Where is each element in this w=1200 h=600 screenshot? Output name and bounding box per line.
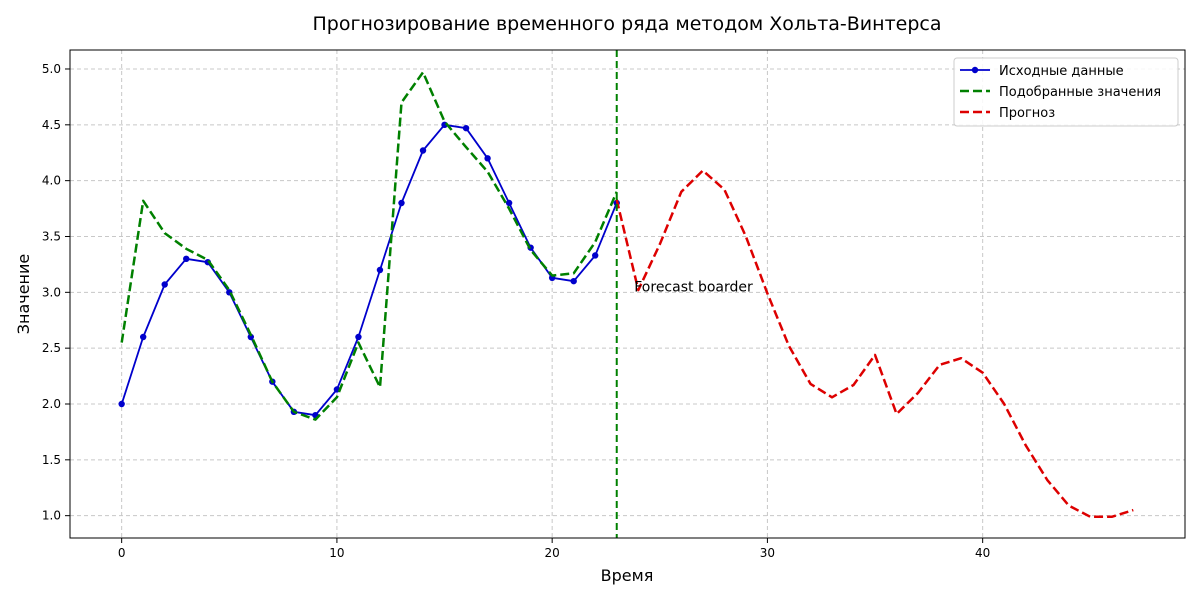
- y-tick-label: 4.5: [42, 118, 61, 132]
- data-point: [570, 277, 577, 285]
- x-axis-label: Время: [601, 566, 654, 585]
- legend-marker: [971, 66, 979, 74]
- data-point: [355, 333, 362, 341]
- legend-label: Прогноз: [999, 106, 1055, 121]
- legend-box: [953, 57, 1179, 127]
- data-point: [376, 266, 384, 274]
- y-tick-label: 2.5: [42, 341, 61, 355]
- y-axis-label: Значение: [14, 254, 33, 335]
- data-point: [161, 281, 168, 288]
- data-point: [139, 333, 147, 341]
- data-point: [247, 333, 255, 341]
- y-tick-label: 2.0: [42, 397, 61, 411]
- data-point: [118, 400, 125, 408]
- x-tick-label: 40: [975, 546, 990, 560]
- x-tick-label: 0: [118, 546, 126, 560]
- series-line-2: [615, 169, 1134, 519]
- legend: Исходные данные Подобранные значения Прогн…: [953, 57, 1179, 127]
- plot-frame: [69, 49, 1186, 539]
- y-tick-label: 3.5: [42, 229, 61, 243]
- data-point: [505, 199, 513, 207]
- data-point: [183, 255, 190, 263]
- forecast-border-annotation: Forecast boarder: [634, 279, 753, 295]
- x-tick-label: 30: [760, 546, 775, 560]
- data-point: [484, 155, 491, 162]
- y-tick-label: 5.0: [42, 62, 61, 76]
- y-tick-label: 4.0: [42, 174, 61, 188]
- data-point: [592, 252, 599, 259]
- series-line-0: [120, 123, 618, 417]
- legend-label: Исходные данные: [999, 64, 1124, 79]
- y-tick-label: 1.0: [42, 509, 61, 523]
- data-point: [398, 199, 405, 207]
- data-point: [419, 147, 427, 154]
- grid: [70, 50, 1185, 538]
- chart-title: Прогнозирование временного ряда методом …: [313, 13, 942, 35]
- x-tick-label: 10: [329, 546, 344, 560]
- ticks: 0 10 20 30 40 1.0 1.5 2.0 2.5 3.0 3.5 4.0 4.5 5.0: [42, 62, 990, 560]
- y-tick-label: 3.0: [42, 285, 61, 299]
- x-tick-label: 20: [545, 546, 560, 560]
- legend-label: Подобранные значения: [999, 85, 1161, 100]
- data-point: [462, 124, 470, 132]
- y-tick-label: 1.5: [42, 453, 61, 467]
- series-layer: [118, 71, 1134, 519]
- series-line-1: [120, 71, 618, 421]
